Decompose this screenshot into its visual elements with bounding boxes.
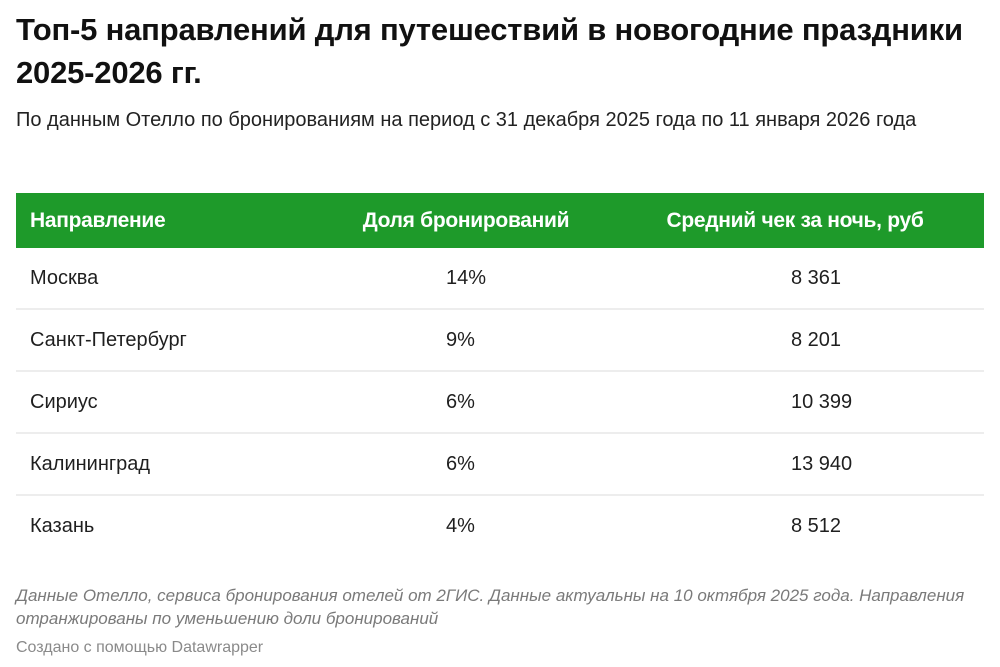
cell-avg-check: 8 201 xyxy=(791,328,842,351)
table-row: Казань 4% 8 512 xyxy=(16,496,984,556)
column-header-avg-check: Средний чек за ночь, руб xyxy=(666,208,924,232)
cell-destination: Санкт-Петербург xyxy=(30,328,187,351)
cell-destination: Москва xyxy=(30,266,99,289)
cell-destination: Казань xyxy=(30,514,95,537)
data-table: Направление Доля бронирований Средний че… xyxy=(16,193,984,556)
cell-share: 6% xyxy=(446,390,475,413)
cell-avg-check: 8 512 xyxy=(791,514,842,537)
chart-notes: Данные Отелло, сервиса бронирования отел… xyxy=(16,586,965,628)
table-row: Москва 14% 8 361 xyxy=(16,248,984,310)
table-row: Санкт-Петербург 9% 8 201 xyxy=(16,310,984,372)
column-header-destination: Направление xyxy=(30,208,166,232)
chart-header: Топ-5 направлений для путешествий в ново… xyxy=(16,0,984,135)
table-row: Калининград 6% 13 940 xyxy=(16,434,984,496)
chart-subtitle: По данным Отелло по бронированиям на пер… xyxy=(16,109,917,131)
cell-avg-check: 13 940 xyxy=(791,452,853,475)
datawrapper-credit: Создано с помощью Datawrapper xyxy=(16,639,264,656)
cell-destination: Сириус xyxy=(30,390,98,413)
cell-avg-check: 10 399 xyxy=(791,390,853,413)
cell-destination: Калининград xyxy=(30,452,151,475)
cell-avg-check: 8 361 xyxy=(791,266,842,289)
cell-share: 14% xyxy=(446,266,487,289)
column-header-share: Доля бронирований xyxy=(362,208,570,232)
chart-title: Топ-5 направлений для путешествий в ново… xyxy=(16,12,963,90)
cell-share: 6% xyxy=(446,452,475,475)
table-row: Сириус 6% 10 399 xyxy=(16,372,984,434)
table-header-row: Направление Доля бронирований Средний че… xyxy=(16,193,984,248)
cell-share: 4% xyxy=(446,514,475,537)
cell-share: 9% xyxy=(446,328,475,351)
